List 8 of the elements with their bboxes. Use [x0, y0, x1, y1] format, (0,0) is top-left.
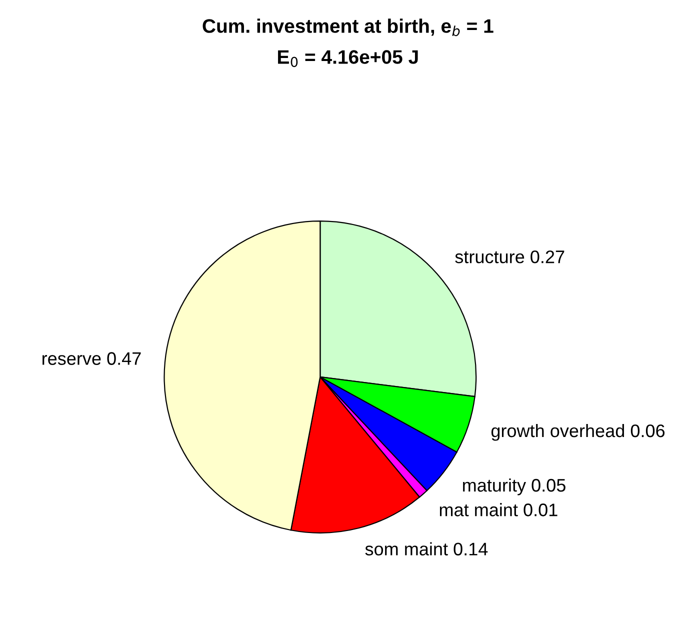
slice-label: reserve 0.47 [42, 352, 141, 365]
slice-label: mat maint 0.01 [440, 503, 558, 516]
slice-label: growth overhead 0.06 [491, 424, 665, 441]
slice-label: maturity 0.05 [463, 478, 566, 496]
slice-label: structure 0.27 [455, 250, 564, 264]
chart-subtitle: E$_{0}$ = 4.16e+05 J [278, 50, 418, 68]
slice-label: som maint 0.14 [365, 542, 488, 556]
chart-title: Cum. investment at birth, e$_{b}$ = 1 [202, 18, 494, 36]
